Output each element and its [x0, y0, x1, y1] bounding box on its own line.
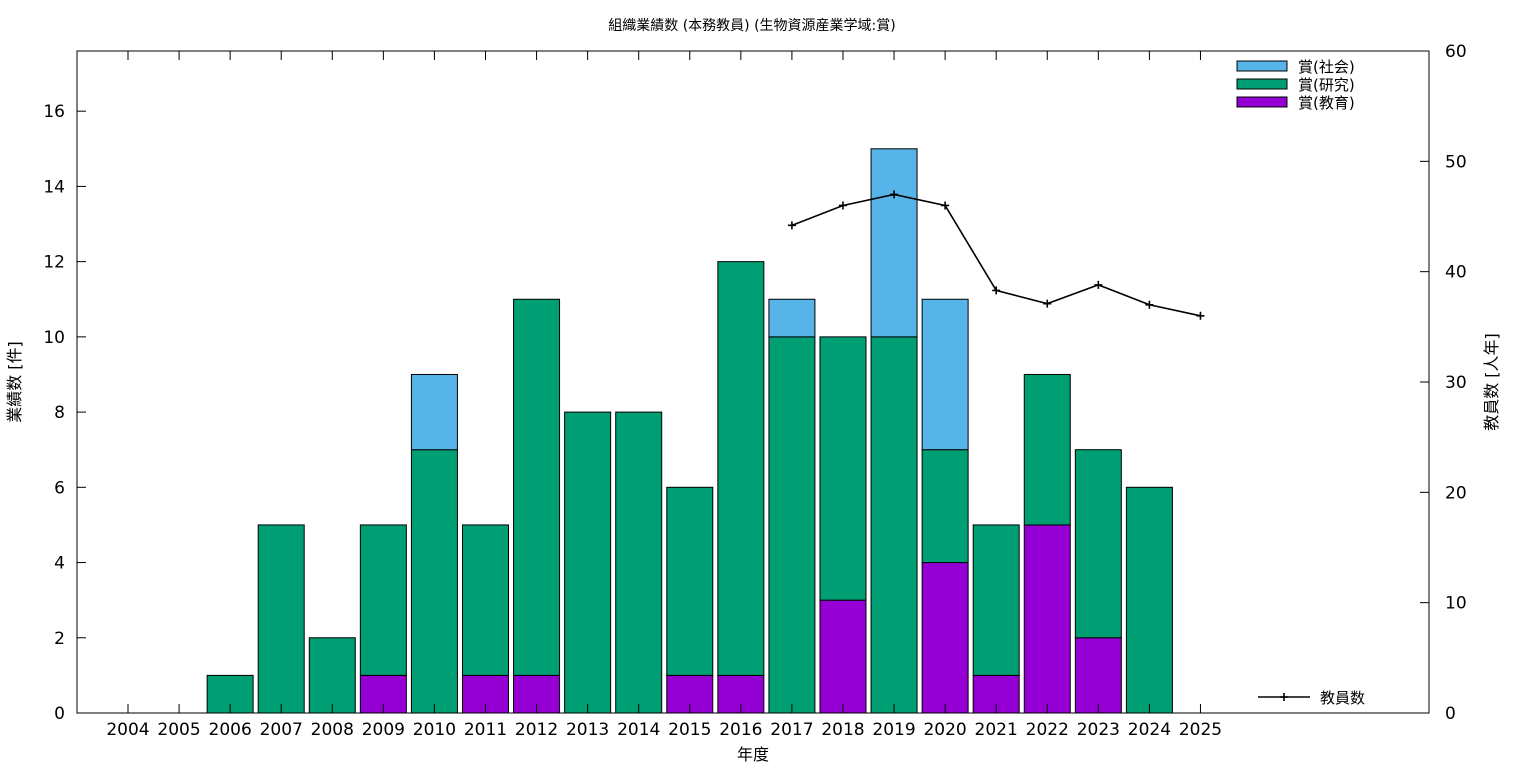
y-tick-label-10: 10: [43, 328, 65, 348]
line-point-2025: [1196, 311, 1205, 320]
line-point-2020: [941, 201, 950, 210]
x-tick-label-2025: 2025: [1179, 720, 1222, 740]
y2-tick-label-0: 0: [1445, 704, 1456, 724]
y-tick-label-12: 12: [43, 253, 65, 273]
x-tick-label-2008: 2008: [311, 720, 354, 740]
y2-tick-label-40: 40: [1445, 263, 1467, 283]
bar-2020-series2: [921, 298, 969, 451]
bar-2011-series1: [461, 524, 509, 676]
x-tick-label-2018: 2018: [821, 720, 864, 740]
y2-tick-label-20: 20: [1445, 483, 1467, 503]
line-point-2019: [890, 190, 899, 199]
legend-swatch-賞(社会): [1236, 60, 1288, 72]
x-tick-label-2021: 2021: [975, 720, 1018, 740]
x-tick-label-2017: 2017: [770, 720, 813, 740]
bar-2009-series1: [359, 524, 407, 676]
bar-2023-series0: [1074, 637, 1122, 714]
y-tick-label-16: 16: [43, 102, 65, 122]
legend-label-line: 教員数: [1320, 689, 1365, 707]
x-tick-label-2006: 2006: [209, 720, 252, 740]
bar-2018-series0: [819, 599, 867, 714]
bar-2013-series1: [564, 411, 612, 714]
y-tick-label-14: 14: [43, 177, 65, 197]
y-tick-label-2: 2: [54, 629, 65, 649]
x-tick-label-2016: 2016: [719, 720, 762, 740]
bar-2014-series1: [615, 411, 663, 714]
bar-2022-series1: [1023, 373, 1071, 526]
bar-2019-series2: [870, 148, 918, 338]
bar-2018-series1: [819, 336, 867, 601]
legend-swatch-賞(研究): [1236, 78, 1288, 90]
bar-2010-series2: [410, 373, 458, 451]
x-tick-label-2004: 2004: [106, 720, 149, 740]
x-tick-label-2005: 2005: [157, 720, 200, 740]
chart-title: 組織業績数 (本務教員) (生物資源産業学域:賞): [608, 18, 895, 34]
y-axis-title: 業績数 [件]: [5, 341, 24, 423]
x-tick-label-2011: 2011: [464, 720, 507, 740]
x-tick-label-2019: 2019: [872, 720, 915, 740]
bar-2023-series1: [1074, 449, 1122, 639]
bar-2007-series1: [257, 524, 305, 714]
legend-label-賞(研究): 賞(研究): [1298, 76, 1355, 94]
line-point-2017: [787, 221, 796, 230]
bar-2016-series1: [717, 261, 765, 676]
y2-tick-label-60: 60: [1445, 42, 1467, 62]
legend-label-賞(教育): 賞(教育): [1298, 94, 1355, 112]
x-tick-label-2014: 2014: [617, 720, 660, 740]
y-tick-label-6: 6: [54, 478, 65, 498]
y2-tick-label-10: 10: [1445, 594, 1467, 614]
line-point-2023: [1094, 280, 1103, 289]
bar-2022-series0: [1023, 524, 1071, 714]
x-tick-label-2022: 2022: [1026, 720, 1069, 740]
y2-tick-label-50: 50: [1445, 152, 1467, 172]
line-point-2024: [1145, 300, 1154, 309]
legend-swatch-賞(教育): [1236, 96, 1288, 108]
x-tick-label-2012: 2012: [515, 720, 558, 740]
bar-2024-series1: [1125, 486, 1173, 714]
line-point-2021: [992, 286, 1001, 295]
bar-2015-series1: [666, 486, 714, 676]
x-tick-label-2024: 2024: [1128, 720, 1171, 740]
bar-2019-series1: [870, 336, 918, 714]
y2-tick-label-30: 30: [1445, 373, 1467, 393]
legend-label-賞(社会): 賞(社会): [1298, 58, 1355, 76]
x-axis-title: 年度: [737, 745, 769, 764]
x-tick-label-2009: 2009: [362, 720, 405, 740]
bar-2020-series1: [921, 449, 969, 564]
y-tick-label-8: 8: [54, 403, 65, 423]
x-tick-label-2013: 2013: [566, 720, 609, 740]
x-tick-label-2023: 2023: [1077, 720, 1120, 740]
x-tick-label-2010: 2010: [413, 720, 456, 740]
line-教員数: [791, 193, 1201, 317]
line-point-2018: [838, 201, 847, 210]
y2-axis-title: 教員数 [人年]: [1482, 333, 1501, 431]
bar-2010-series1: [410, 449, 458, 714]
bar-2017-series2: [768, 298, 816, 338]
bar-2021-series1: [972, 524, 1020, 676]
bar-2017-series1: [768, 336, 816, 714]
line-point-2022: [1043, 299, 1052, 308]
x-tick-label-2020: 2020: [923, 720, 966, 740]
bar-2012-series1: [513, 298, 561, 676]
x-tick-label-2007: 2007: [260, 720, 303, 740]
bar-2008-series1: [308, 637, 356, 714]
legend-line-marker: [1280, 693, 1288, 701]
bar-2020-series0: [921, 562, 969, 714]
y-tick-label-0: 0: [54, 704, 65, 724]
x-tick-label-2015: 2015: [668, 720, 711, 740]
y-tick-label-4: 4: [54, 554, 65, 574]
